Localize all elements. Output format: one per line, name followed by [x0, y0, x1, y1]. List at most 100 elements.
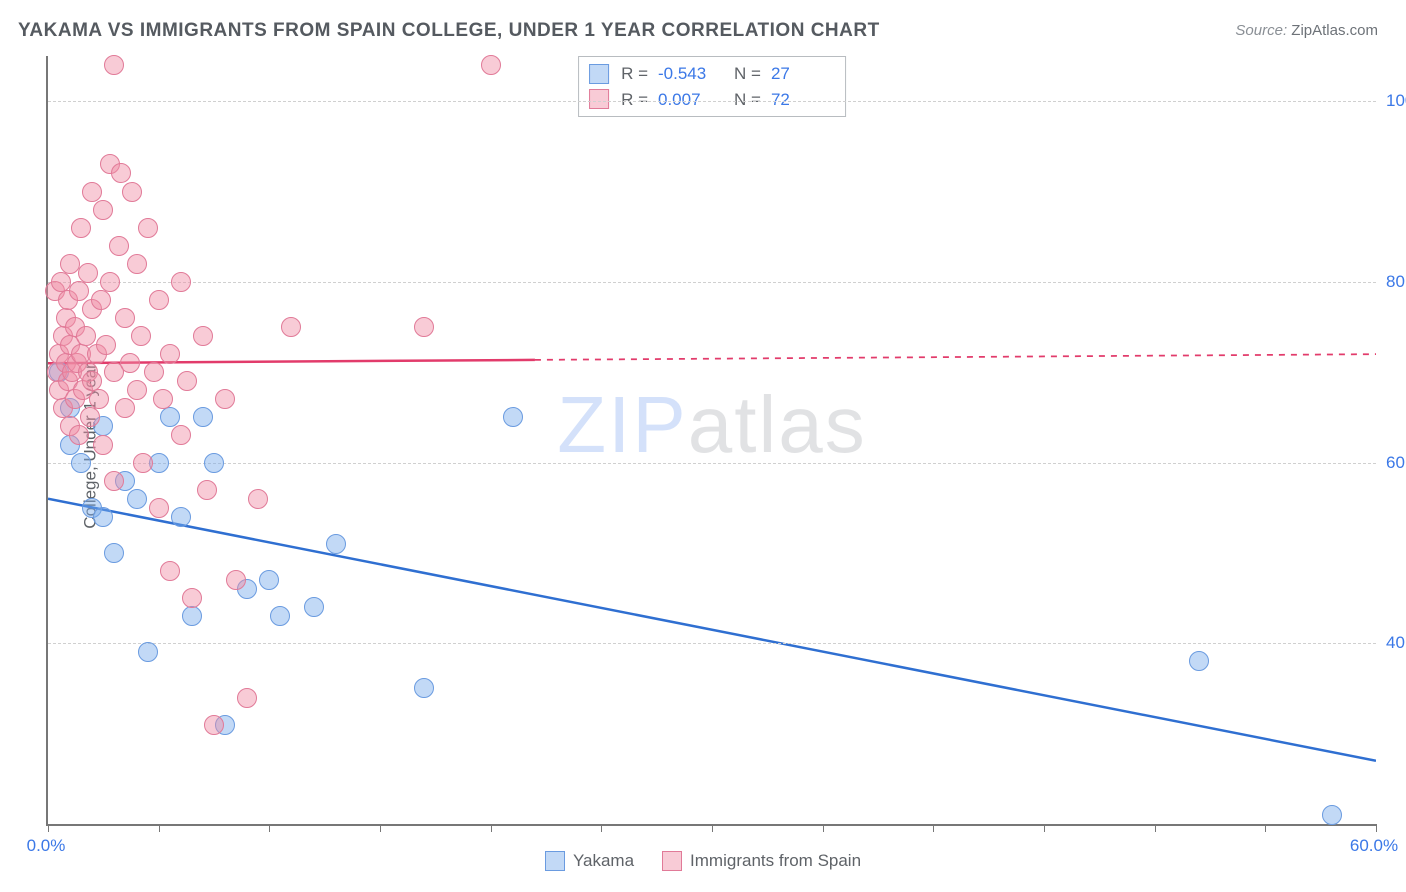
point-series-b	[481, 55, 501, 75]
grid-line	[48, 463, 1376, 464]
point-series-b	[120, 353, 140, 373]
trend-line	[48, 499, 1376, 761]
point-series-b	[193, 326, 213, 346]
point-series-b	[138, 218, 158, 238]
source-label: Source:	[1235, 22, 1291, 39]
point-series-b	[149, 498, 169, 518]
point-series-b	[104, 55, 124, 75]
point-series-a	[93, 507, 113, 527]
point-series-b	[197, 480, 217, 500]
point-series-b	[133, 453, 153, 473]
legend-item: Immigrants from Spain	[662, 851, 861, 871]
stats-row: R = 0.007 N = 72	[589, 87, 835, 113]
point-series-b	[93, 200, 113, 220]
point-series-b	[104, 471, 124, 491]
source-value: ZipAtlas.com	[1291, 22, 1378, 39]
watermark: ZIPatlas	[557, 379, 866, 471]
point-series-b	[122, 182, 142, 202]
legend-item: Yakama	[545, 851, 634, 871]
stat-r-label: R =	[621, 87, 648, 113]
y-tick-label: 40.0%	[1386, 633, 1406, 653]
point-series-b	[182, 588, 202, 608]
point-series-b	[171, 272, 191, 292]
point-series-a	[71, 453, 91, 473]
point-series-b	[80, 407, 100, 427]
point-series-b	[215, 389, 235, 409]
point-series-b	[248, 489, 268, 509]
point-series-b	[111, 163, 131, 183]
point-series-b	[281, 317, 301, 337]
x-tick	[1376, 824, 1377, 832]
point-series-a	[414, 678, 434, 698]
point-series-a	[127, 489, 147, 509]
point-series-b	[71, 218, 91, 238]
point-series-b	[131, 326, 151, 346]
point-series-b	[78, 263, 98, 283]
watermark-part1: ZIP	[557, 380, 687, 469]
stat-n-label: N =	[734, 61, 761, 87]
point-series-a	[182, 606, 202, 626]
correlation-stats-box: R = -0.543 N = 27 R = 0.007 N = 72	[578, 56, 846, 117]
point-series-b	[226, 570, 246, 590]
legend-swatch	[545, 851, 565, 871]
point-series-b	[82, 182, 102, 202]
legend-swatch	[589, 64, 609, 84]
point-series-b	[149, 290, 169, 310]
legend-label: Yakama	[573, 851, 634, 871]
source-attribution: Source: ZipAtlas.com	[1235, 22, 1378, 39]
point-series-a	[104, 543, 124, 563]
point-series-a	[304, 597, 324, 617]
point-series-b	[115, 398, 135, 418]
trend-line-dashed	[535, 354, 1376, 360]
grid-line	[48, 101, 1376, 102]
point-series-a	[259, 570, 279, 590]
point-series-a	[171, 507, 191, 527]
y-tick-label: 60.0%	[1386, 453, 1406, 473]
stat-r-value: 0.007	[658, 87, 722, 113]
point-series-b	[96, 335, 116, 355]
stat-n-label: N =	[734, 87, 761, 113]
point-series-a	[138, 642, 158, 662]
point-series-a	[193, 407, 213, 427]
grid-line	[48, 643, 1376, 644]
point-series-b	[127, 254, 147, 274]
point-series-a	[1189, 651, 1209, 671]
point-series-b	[160, 561, 180, 581]
point-series-b	[153, 389, 173, 409]
watermark-part2: atlas	[688, 380, 867, 469]
point-series-b	[115, 308, 135, 328]
point-series-b	[127, 380, 147, 400]
y-tick-label: 100.0%	[1386, 91, 1406, 111]
point-series-a	[204, 453, 224, 473]
point-series-b	[93, 435, 113, 455]
bottom-legend: Yakama Immigrants from Spain	[0, 851, 1406, 876]
point-series-b	[69, 281, 89, 301]
point-series-b	[204, 715, 224, 735]
stat-n-value: 72	[771, 87, 835, 113]
point-series-a	[270, 606, 290, 626]
point-series-a	[326, 534, 346, 554]
point-series-b	[144, 362, 164, 382]
trend-lines-svg	[48, 56, 1376, 824]
point-series-b	[69, 425, 89, 445]
point-series-a	[503, 407, 523, 427]
stat-r-label: R =	[621, 61, 648, 87]
point-series-b	[91, 290, 111, 310]
point-series-b	[414, 317, 434, 337]
point-series-b	[160, 344, 180, 364]
point-series-b	[237, 688, 257, 708]
grid-line	[48, 282, 1376, 283]
legend-swatch	[662, 851, 682, 871]
legend-label: Immigrants from Spain	[690, 851, 861, 871]
legend-swatch	[589, 89, 609, 109]
stats-row: R = -0.543 N = 27	[589, 61, 835, 87]
point-series-b	[76, 326, 96, 346]
point-series-b	[177, 371, 197, 391]
stat-n-value: 27	[771, 61, 835, 87]
point-series-b	[171, 425, 191, 445]
point-series-b	[109, 236, 129, 256]
stat-r-value: -0.543	[658, 61, 722, 87]
chart-title: YAKAMA VS IMMIGRANTS FROM SPAIN COLLEGE,…	[18, 20, 880, 42]
point-series-a	[160, 407, 180, 427]
y-tick-label: 80.0%	[1386, 272, 1406, 292]
